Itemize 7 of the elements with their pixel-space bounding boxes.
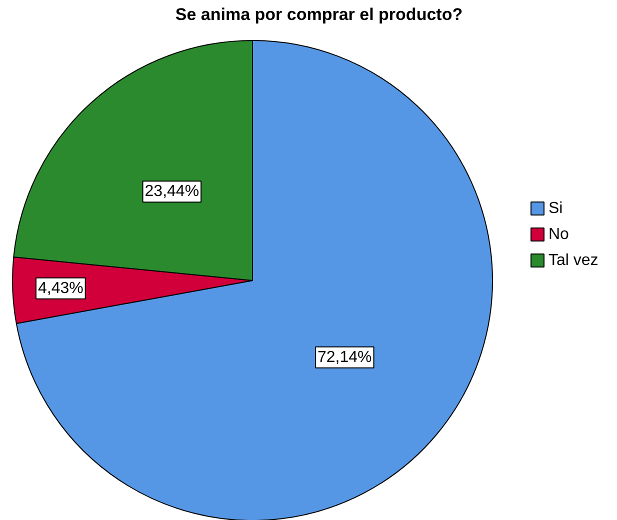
chart-title: Se anima por comprar el producto?	[175, 5, 463, 24]
legend-label: No	[548, 226, 570, 243]
legend-label: Si	[548, 200, 563, 217]
data-label: 72,14%	[318, 348, 372, 366]
data-label: 23,44%	[144, 183, 200, 200]
legend-label: Tal vez	[548, 252, 598, 269]
data-label: 4,43%	[38, 280, 84, 297]
